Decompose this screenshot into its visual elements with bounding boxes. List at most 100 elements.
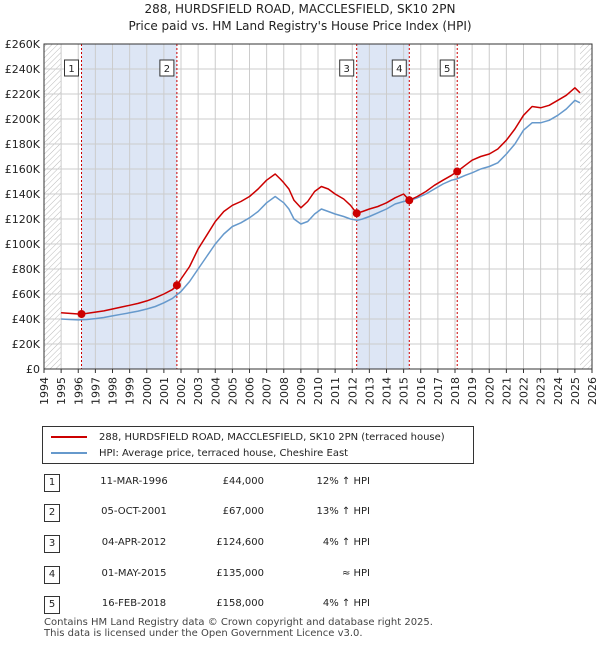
legend-item-hpi: HPI: Average price, terraced house, Ches…: [51, 446, 348, 460]
y-tick-label: £20K: [12, 338, 41, 351]
sale-number-badge: 2: [44, 504, 60, 522]
pre-data-hatch-region: [44, 44, 62, 369]
x-tick-label: 1995: [55, 377, 68, 405]
x-tick-label: 1996: [72, 377, 85, 405]
sale-point: [405, 196, 414, 205]
sale-date: 16-FEB-2018: [101, 598, 167, 609]
x-tick-label: 2012: [346, 377, 359, 405]
x-tick-label: 2022: [518, 377, 531, 405]
sale-number-badge: 1: [44, 474, 60, 492]
x-tick-label: 2023: [535, 377, 548, 405]
y-tick-label: £60K: [12, 288, 41, 301]
x-tick-label: 2018: [449, 377, 462, 405]
sale-price: £124,600: [216, 537, 264, 548]
legend-label-property: 288, HURDSFIELD ROAD, MACCLESFIELD, SK10…: [99, 431, 445, 443]
x-tick-label: 2000: [141, 377, 154, 405]
price-chart: £0 £20K £40K £60K £80K £100K £120K £140K £160K £1…: [5, 38, 599, 405]
sale-number-box: [64, 59, 80, 77]
x-tick-label: 2026: [586, 377, 599, 405]
x-tick-label: 2006: [244, 377, 257, 405]
sale-period-band: [356, 44, 410, 369]
sale-row: 4 01-MAY-2015 £135,000 ≈ HPI: [42, 566, 442, 584]
x-tick-label: 2011: [329, 377, 342, 405]
x-tick-label: 2002: [175, 377, 188, 405]
x-tick-label: 2004: [209, 377, 222, 405]
sale-date: 04-APR-2012: [101, 537, 167, 548]
x-tick-label: 2015: [398, 377, 411, 405]
legend-swatch-property: [51, 436, 87, 438]
y-tick-label: £240K: [5, 63, 41, 76]
footer-copyright: Contains HM Land Registry data © Crown c…: [44, 617, 433, 628]
x-tick-label: 2019: [466, 377, 479, 405]
footer-attribution: Contains HM Land Registry data © Crown c…: [44, 617, 433, 639]
legend-item-property: 288, HURDSFIELD ROAD, MACCLESFIELD, SK10…: [51, 430, 445, 444]
sale-number-label: 2: [164, 64, 170, 75]
sale-date: 05-OCT-2001: [101, 506, 167, 517]
sale-price: £67,000: [222, 506, 264, 517]
footer-licence: This data is licensed under the Open Gov…: [44, 628, 363, 639]
y-tick-label: £220K: [5, 88, 41, 101]
sale-number-label: 5: [444, 64, 450, 75]
sale-number-box: [439, 59, 455, 77]
sale-point: [352, 209, 361, 218]
chart-subtitle: Price paid vs. HM Land Registry's House …: [128, 19, 472, 33]
x-tick-label: 1999: [124, 377, 137, 405]
sale-date: 11-MAR-1996: [100, 476, 168, 487]
sale-number-box: [339, 59, 355, 77]
y-tick-label: £40K: [12, 313, 41, 326]
series-line-property: [61, 87, 581, 315]
sale-hpi-comparison: 13% ↑ HPI: [316, 506, 370, 517]
sale-number-badge: 5: [44, 596, 60, 614]
y-tick-label: £160K: [5, 163, 41, 176]
y-tick-label: £200K: [5, 113, 41, 126]
sale-price: £135,000: [216, 568, 264, 579]
x-tick-label: 1994: [38, 377, 51, 405]
plot-frame: [43, 43, 593, 370]
sale-number-badge: 3: [44, 535, 60, 553]
x-tick-label: 2009: [295, 377, 308, 405]
sale-point: [172, 281, 181, 290]
y-tick-label: £260K: [5, 38, 41, 51]
sale-price: £44,000: [222, 476, 264, 487]
y-tick-label: £100K: [5, 238, 41, 251]
x-tick-label: 2021: [500, 377, 513, 405]
sale-hpi-comparison: 4% ↑ HPI: [322, 537, 370, 548]
sale-number-label: 4: [396, 64, 402, 75]
sale-number-box: [391, 59, 407, 77]
chart-title: 288, HURDSFIELD ROAD, MACCLESFIELD, SK10…: [144, 2, 456, 16]
sale-point: [453, 167, 462, 176]
x-tick-label: 2010: [312, 377, 325, 405]
legend-label-hpi: HPI: Average price, terraced house, Ches…: [99, 447, 349, 459]
sale-number-label: 1: [68, 64, 74, 75]
series-line-hpi: [61, 99, 581, 321]
x-tick-label: 2024: [552, 377, 565, 405]
x-tick-label: 1997: [89, 377, 102, 405]
y-tick-label: £140K: [5, 188, 41, 201]
sale-number-badge: 4: [44, 566, 60, 584]
sale-hpi-comparison: 4% ↑ HPI: [322, 598, 370, 609]
sale-price: £158,000: [216, 598, 264, 609]
sale-number-label: 3: [344, 64, 350, 75]
sale-row: 3 04-APR-2012 £124,600 4% ↑ HPI: [42, 535, 442, 553]
x-tick-label: 2007: [261, 377, 274, 405]
x-tick-label: 2013: [363, 377, 376, 405]
sale-row: 1 11-MAR-1996 £44,000 12% ↑ HPI: [42, 474, 442, 492]
x-tick-label: 2001: [158, 377, 171, 405]
x-tick-label: 2025: [569, 377, 582, 405]
x-tick-label: 2008: [278, 377, 291, 405]
chart-legend: 288, HURDSFIELD ROAD, MACCLESFIELD, SK10…: [42, 426, 474, 464]
sale-point: [77, 310, 86, 318]
sale-row: 2 05-OCT-2001 £67,000 13% ↑ HPI: [42, 504, 442, 522]
future-hatch-region: [580, 44, 592, 369]
x-tick-label: 2005: [226, 377, 239, 405]
sale-date: 01-MAY-2015: [101, 568, 167, 579]
y-tick-label: £80K: [12, 263, 41, 276]
x-tick-label: 1998: [107, 377, 120, 405]
sale-number-box: [159, 59, 175, 77]
sale-hpi-comparison: ≈ HPI: [341, 568, 370, 579]
x-tick-label: 2016: [415, 377, 428, 405]
sale-hpi-comparison: 12% ↑ HPI: [316, 476, 370, 487]
y-tick-label: £120K: [5, 213, 41, 226]
x-tick-label: 2003: [192, 377, 205, 405]
y-tick-label: £0: [26, 363, 40, 376]
